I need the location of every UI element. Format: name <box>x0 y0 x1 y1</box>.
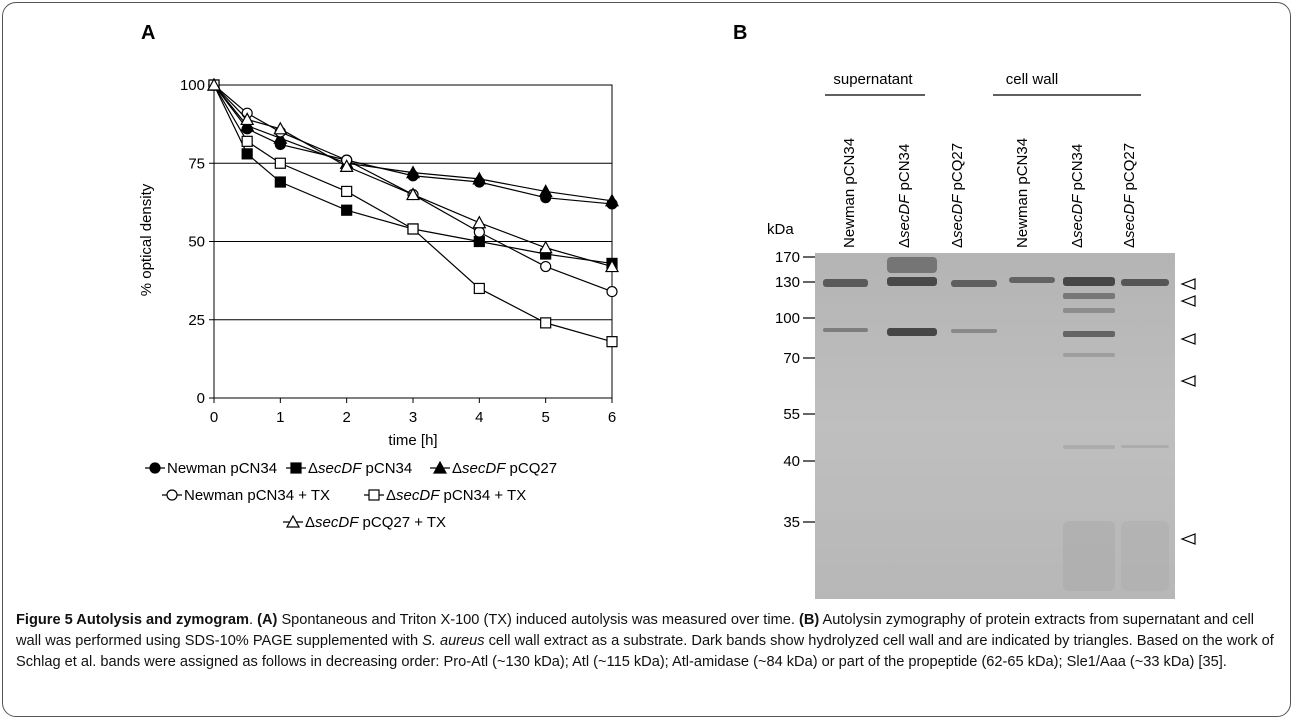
series-5 <box>206 77 620 273</box>
data-point <box>604 259 620 273</box>
legend-label: ΔsecDF pCQ27 <box>452 460 557 477</box>
legend-label: ΔsecDF pCN34 <box>308 460 412 477</box>
data-point <box>606 336 618 348</box>
series-line <box>213 84 613 343</box>
data-point <box>241 148 253 160</box>
x-tick-label: 0 <box>210 409 218 426</box>
y-tick-label: 100 <box>180 77 205 94</box>
figure-caption: Figure 5 Autolysis and zymogram. (A) Spo… <box>16 612 1274 670</box>
data-point <box>473 282 485 295</box>
legend-marker <box>432 460 448 474</box>
data-point <box>341 204 353 216</box>
legend-label: Newman pCN34 + TX <box>184 487 330 504</box>
series-line <box>213 84 613 293</box>
y-tick-label: 50 <box>188 234 205 251</box>
data-point <box>273 130 288 144</box>
legend-marker <box>285 514 301 528</box>
series-4 <box>208 79 618 348</box>
caption-title: Figure 5 Autolysis and zymogram <box>16 612 250 628</box>
caption-a-text: Spontaneous and Triton X-100 (TX) induce… <box>277 612 799 628</box>
panel-b-letter: B <box>733 22 748 44</box>
x-tick-label: 4 <box>475 409 483 426</box>
series-line <box>213 84 613 205</box>
x-tick-label: 3 <box>409 409 417 426</box>
legend-marker <box>368 489 380 501</box>
data-point <box>472 215 487 229</box>
autolysis-line-chart: 0 25 50 75 100 0 1 2 3 4 5 6 time [h] % optical den… <box>138 77 620 531</box>
data-point <box>274 157 286 169</box>
legend-item: Newman pCN34 <box>145 460 277 477</box>
legend-item: Newman pCN34 + TX <box>162 487 330 504</box>
legend-marker <box>290 462 302 474</box>
x-tick-label: 1 <box>276 409 284 426</box>
x-tick-label: 6 <box>608 409 616 426</box>
data-point <box>606 285 618 298</box>
data-point <box>405 187 421 201</box>
data-point <box>405 165 421 179</box>
y-axis-label: % optical density <box>138 183 155 296</box>
legend-label: ΔsecDF pCN34 + TX <box>386 487 526 504</box>
data-point <box>241 135 253 147</box>
x-axis-label: time [h] <box>388 432 437 449</box>
legend-item: ΔsecDF pCN34 + TX <box>364 487 526 504</box>
data-point <box>540 317 552 329</box>
legend-marker <box>166 489 178 501</box>
legend-item: ΔsecDF pCQ27 <box>430 460 557 477</box>
caption-b-label: (B) <box>798 612 820 628</box>
x-tick-label: 5 <box>541 409 549 426</box>
data-point <box>339 159 354 172</box>
x-tick-label: 2 <box>342 409 350 426</box>
data-point <box>273 121 288 135</box>
caption-b-text1: Autolysin zymography of protein extracts… <box>16 612 1255 649</box>
legend-marker <box>149 462 161 474</box>
data-point <box>206 77 222 91</box>
zymogram-gel-image <box>815 253 1175 599</box>
legend-label: Newman pCN34 <box>167 460 277 477</box>
data-point <box>407 223 419 235</box>
data-point <box>341 185 353 198</box>
series-line <box>213 84 613 202</box>
series-line <box>213 84 613 268</box>
legend-item: ΔsecDF pCN34 <box>286 460 412 477</box>
data-point <box>604 193 620 207</box>
data-point <box>473 235 485 248</box>
panel-a-letter: A <box>141 22 156 44</box>
data-point <box>240 112 255 126</box>
series-2 <box>206 77 620 207</box>
chart-legend: Newman pCN34 ΔsecDF pCN34 ΔsecDF pCQ27 Newm… <box>145 460 557 531</box>
data-point <box>472 171 487 185</box>
caption-species: S. aureus <box>422 633 485 649</box>
y-tick-label: 0 <box>197 390 205 407</box>
y-tick-label: 75 <box>188 155 205 172</box>
data-point <box>538 184 553 198</box>
caption-a-label: (A) <box>257 612 278 628</box>
data-point <box>540 260 552 273</box>
data-point <box>473 226 485 238</box>
caption-b-text2: cell wall extract as a substrate. Dark b… <box>16 633 1274 670</box>
data-point <box>240 118 255 132</box>
legend-item: ΔsecDF pCQ27 + TX <box>283 514 446 531</box>
y-tick-label: 25 <box>188 312 205 329</box>
legend-label: ΔsecDF pCQ27 + TX <box>305 514 446 531</box>
data-point <box>274 176 286 188</box>
data-point <box>538 240 553 254</box>
